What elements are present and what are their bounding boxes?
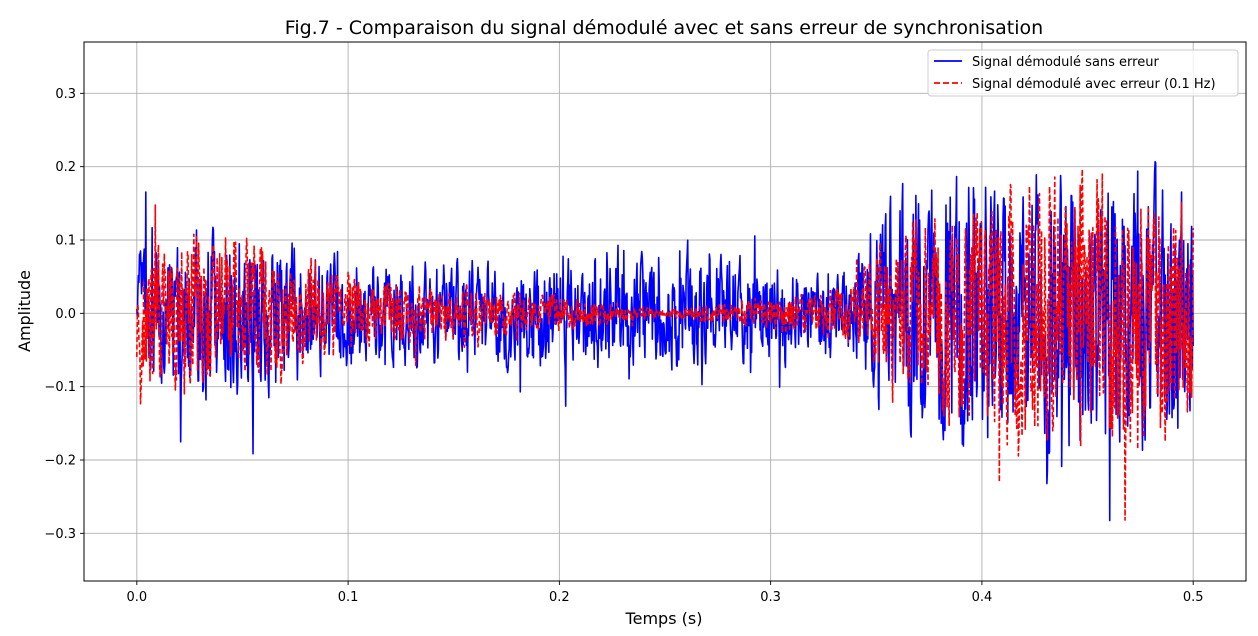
legend: Signal démodulé sans erreur Signal démod… — [927, 49, 1239, 97]
y-axis: −0.3 −0.2 −0.1 0.0 0.1 0.2 0.3 — [44, 87, 84, 542]
y-tick-label: −0.1 — [44, 380, 76, 395]
series-line-2 — [136, 168, 1194, 521]
chart-title: Fig.7 - Comparaison du signal démodulé a… — [285, 17, 1043, 39]
y-tick-label: 0.2 — [55, 160, 76, 175]
y-tick-label: 0.0 — [55, 307, 76, 322]
x-axis-label: Temps (s) — [625, 609, 703, 628]
y-tick-label: 0.3 — [55, 87, 76, 102]
x-tick-label: 0.0 — [126, 590, 147, 605]
x-axis: 0.0 0.1 0.2 0.3 0.4 0.5 — [126, 581, 1204, 605]
x-tick-label: 0.2 — [549, 590, 570, 605]
legend-label-series-2: Signal démodulé avec erreur (0.1 Hz) — [972, 77, 1216, 92]
x-tick-label: 0.4 — [972, 590, 993, 605]
y-tick-label: −0.2 — [44, 454, 76, 469]
y-tick-label: 0.1 — [55, 234, 76, 249]
legend-box — [927, 49, 1239, 97]
y-axis-label: Amplitude — [15, 270, 34, 352]
x-tick-label: 0.5 — [1183, 590, 1204, 605]
series-layer — [136, 160, 1194, 522]
x-tick-label: 0.1 — [338, 590, 359, 605]
legend-label-series-1: Signal démodulé sans erreur — [972, 55, 1159, 70]
y-tick-label: −0.3 — [44, 527, 76, 542]
plot-frame — [83, 41, 1247, 582]
x-tick-label: 0.3 — [760, 590, 781, 605]
